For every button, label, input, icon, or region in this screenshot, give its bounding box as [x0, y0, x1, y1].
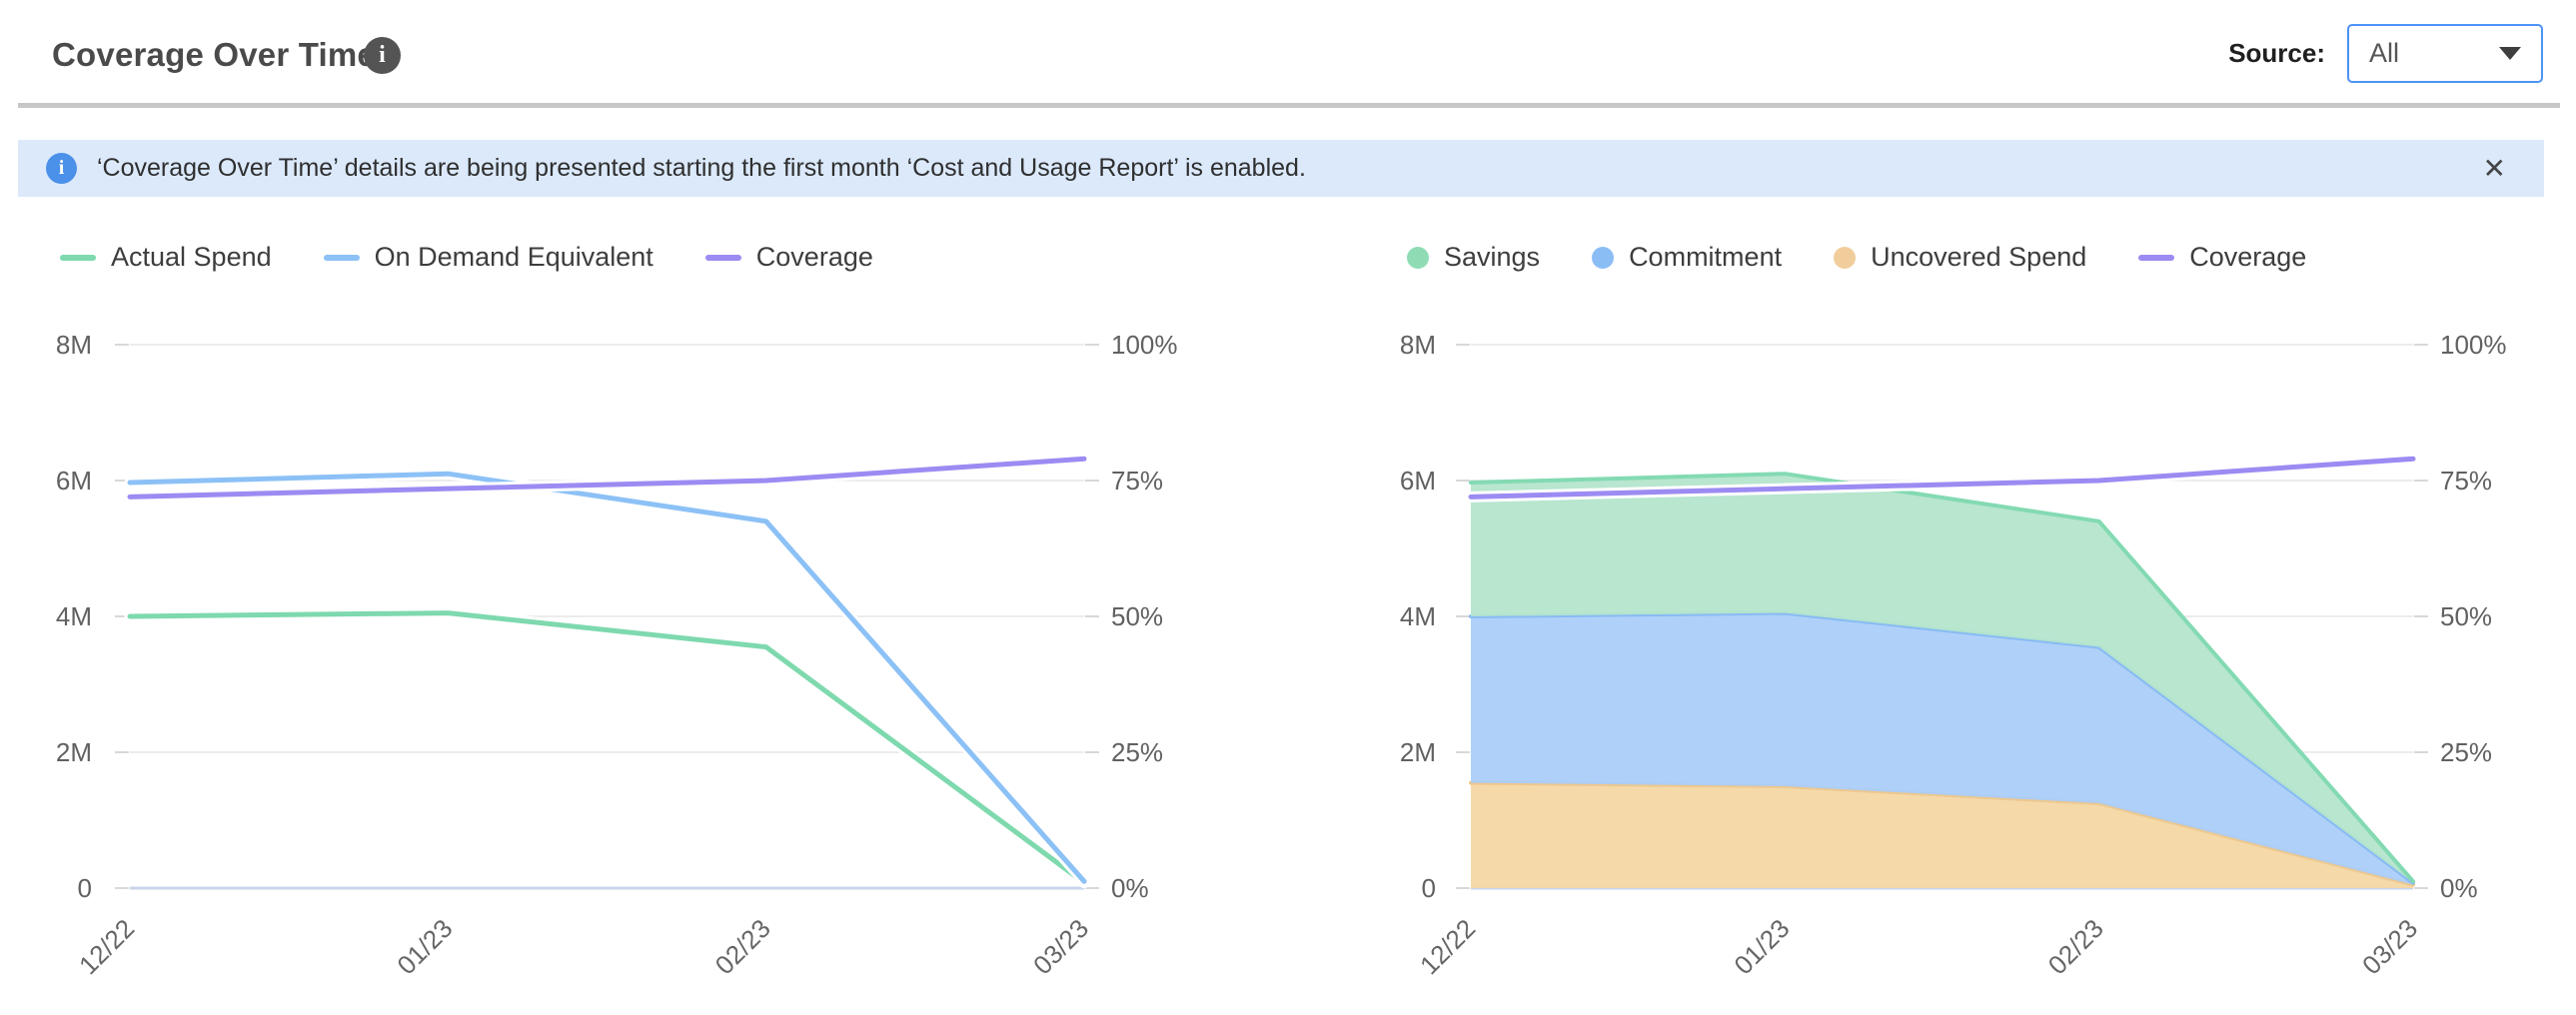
legend-line-swatch: [323, 254, 360, 261]
coverage-area-chart-panel: Savings Commitment Uncovered Spend Coverage…: [1379, 240, 2553, 1015]
legend-label: Savings: [1444, 242, 1541, 272]
source-label: Source:: [2228, 38, 2325, 68]
right-axis-label: 25%: [1111, 737, 1163, 767]
y-axis-label: 0: [78, 873, 92, 903]
y-axis-label: 4M: [56, 601, 92, 631]
right-axis-label: 0%: [2440, 873, 2478, 903]
area-savings: [1471, 474, 2413, 883]
coverage-line-chart-panel: Actual Spend On Demand Equivalent Coverage…: [40, 240, 1179, 1015]
line-casing: [124, 607, 1090, 889]
y-axis-label: 8M: [1400, 330, 1436, 360]
info-banner: i ‘Coverage Over Time’ details are being…: [18, 140, 2544, 197]
close-icon[interactable]: ✕: [2482, 152, 2506, 184]
line-on-demand-equivalent: [127, 471, 1087, 884]
banner-text: ‘Coverage Over Time’ details are being p…: [97, 154, 1306, 182]
source-dropdown-value: All: [2369, 38, 2400, 68]
y-axis-label: 2M: [1400, 737, 1436, 767]
area-edge: [1469, 472, 2415, 884]
x-axis-label: 03/23: [2356, 913, 2423, 980]
x-axis-label: 12/22: [73, 913, 140, 980]
right-axis-label: 100%: [1111, 330, 1178, 360]
legend-label: On Demand Equivalent: [374, 242, 653, 272]
y-axis-label: 6M: [56, 466, 92, 496]
legend-dot-swatch: [1592, 246, 1615, 269]
info-icon-glyph: i: [379, 42, 386, 68]
legend-item-actual-spend[interactable]: Actual Spend: [60, 242, 272, 273]
coverage-line-chart: 8M 100% 6M 75% 4M 50% 2M 25% 0 0% 12/22 01/23 02/23 0…: [56, 330, 1178, 980]
chevron-down-icon: [2499, 47, 2521, 60]
right-axis-label: 100%: [2440, 330, 2507, 360]
x-axis-label: 01/23: [1728, 913, 1795, 980]
info-icon[interactable]: i: [364, 37, 401, 74]
line-actual-spend: [127, 610, 1087, 886]
legend-dot-swatch: [1834, 246, 1857, 269]
y-axis-label: 4M: [1400, 601, 1436, 631]
legend-label: Commitment: [1629, 242, 1783, 272]
legend-label: Coverage: [2189, 242, 2307, 272]
banner-info-icon-glyph: i: [58, 157, 65, 179]
legend-dot-swatch: [1407, 246, 1429, 269]
line-chart-legend: Actual Spend On Demand Equivalent Coverage: [60, 242, 925, 273]
coverage-area-chart: 8M 100% 6M 75% 4M 50% 2M 25% 0 0% 12/22 01/23 02/23 0…: [1400, 330, 2507, 980]
legend-line-swatch: [2138, 254, 2175, 261]
source-dropdown[interactable]: All: [2347, 24, 2543, 83]
line-coverage: [127, 456, 1087, 500]
legend-item-uncovered-spend[interactable]: Uncovered Spend: [1834, 242, 2086, 273]
x-axis-label: 02/23: [2042, 913, 2109, 980]
area-commitment: [1471, 612, 2413, 885]
right-axis-label: 75%: [1111, 466, 1163, 496]
area-chart-legend: Savings Commitment Uncovered Spend Coverage: [1407, 242, 2358, 273]
banner-info-icon: i: [46, 153, 77, 184]
legend-item-on-demand-equivalent[interactable]: On Demand Equivalent: [323, 242, 653, 273]
legend-label: Actual Spend: [111, 242, 272, 272]
y-axis-label: 2M: [56, 737, 92, 767]
area-uncovered-spend: [1471, 782, 2413, 888]
y-axis-label: 0: [1422, 873, 1436, 903]
right-axis-label: 0%: [1111, 873, 1149, 903]
line-casing: [124, 468, 1090, 887]
legend-item-coverage[interactable]: Coverage: [2138, 242, 2306, 273]
line-coverage: [1468, 456, 2416, 500]
right-axis-label: 25%: [2440, 737, 2492, 767]
legend-label: Coverage: [755, 242, 873, 272]
x-axis-label: 03/23: [1027, 913, 1094, 980]
legend-item-savings[interactable]: Savings: [1407, 242, 1540, 273]
legend-item-coverage[interactable]: Coverage: [704, 242, 873, 273]
header-divider: [18, 103, 2560, 108]
legend-label: Uncovered Spend: [1871, 242, 2087, 272]
y-axis-label: 6M: [1400, 466, 1436, 496]
source-filter: Source: All: [2228, 24, 2543, 83]
legend-line-swatch: [704, 254, 741, 261]
right-axis-label: 75%: [2440, 466, 2492, 496]
x-axis-label: 01/23: [391, 913, 458, 980]
x-axis-label: 12/22: [1414, 913, 1481, 980]
right-axis-label: 50%: [1111, 601, 1163, 631]
page-title: Coverage Over Time: [52, 36, 376, 73]
x-axis-label: 02/23: [709, 913, 776, 980]
y-axis-label: 8M: [56, 330, 92, 360]
legend-line-swatch: [60, 254, 96, 261]
legend-item-commitment[interactable]: Commitment: [1592, 242, 1782, 273]
right-axis-label: 50%: [2440, 601, 2492, 631]
